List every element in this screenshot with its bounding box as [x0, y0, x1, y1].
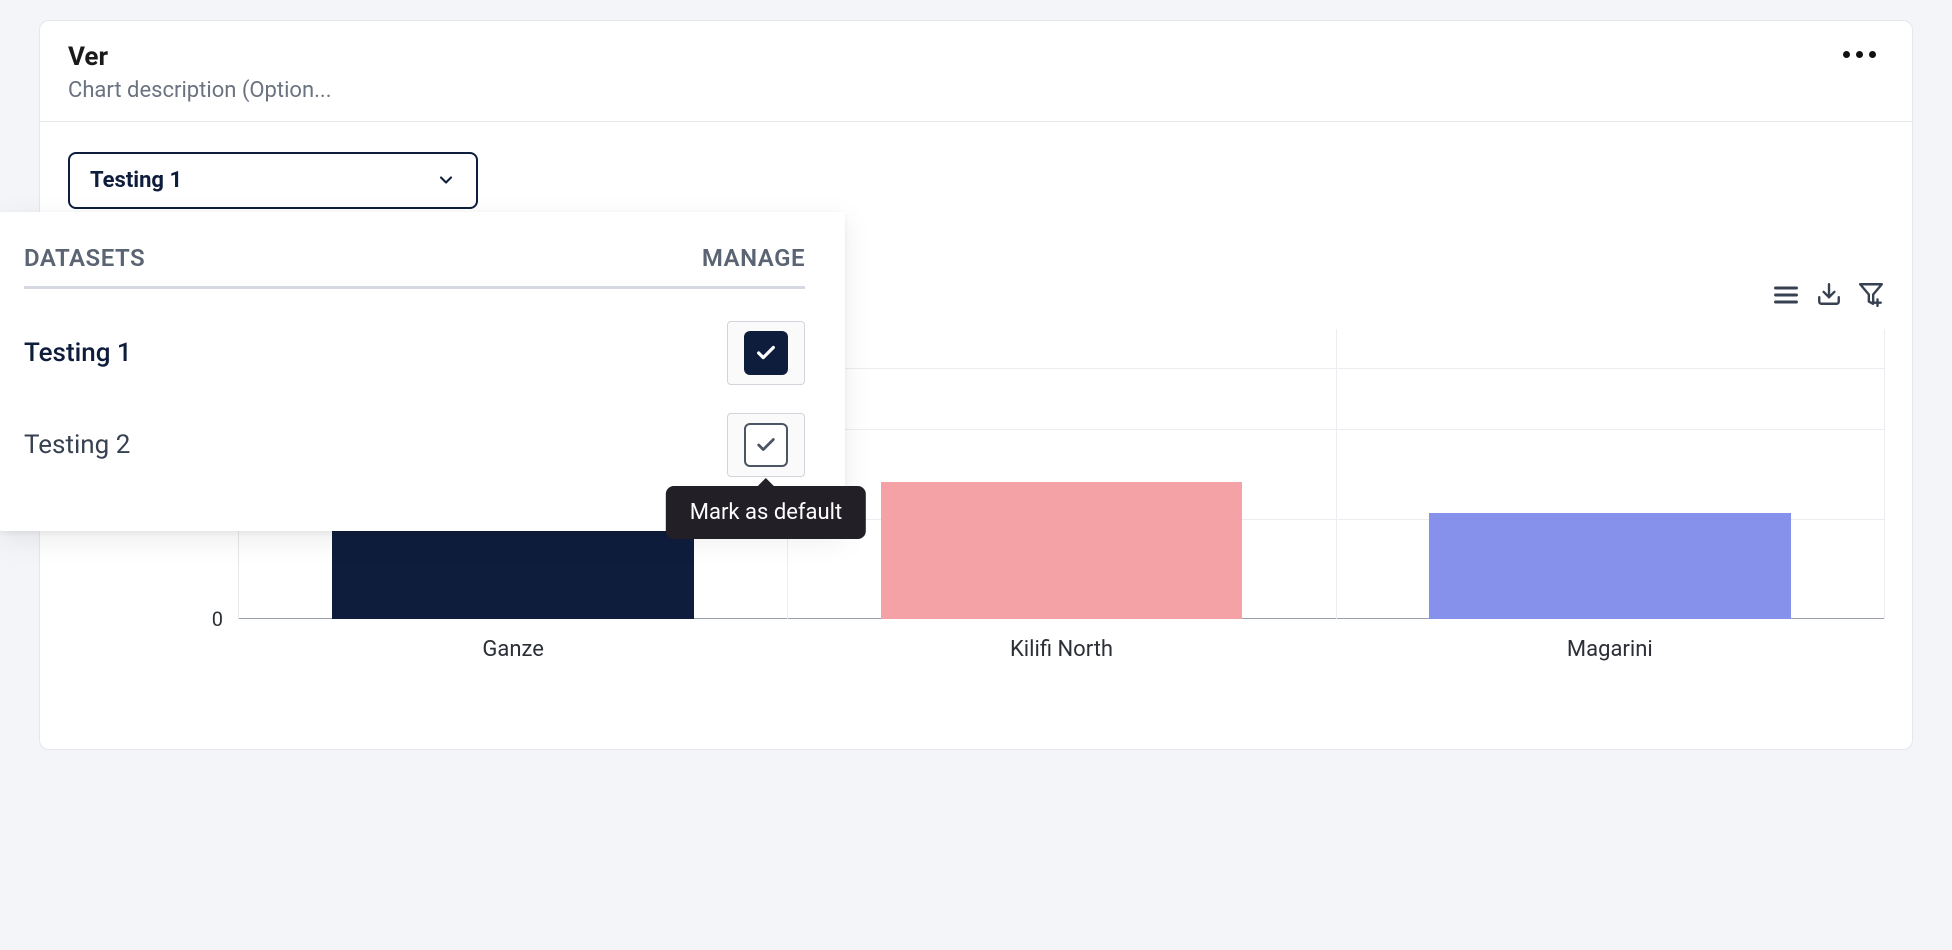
mark-default-tooltip: Mark as default [666, 486, 866, 539]
chevron-down-icon [436, 170, 456, 190]
filter-plus-icon [1858, 281, 1884, 307]
chart-ytick-label: 0 [212, 607, 223, 631]
datasets-popover: DATASETS MANAGE Testing 1 Testing 2 [0, 212, 845, 531]
popover-divider [24, 286, 805, 289]
dataset-row[interactable]: Testing 2 Mark as default [24, 399, 805, 491]
more-icon [1843, 51, 1850, 58]
check-icon [744, 331, 788, 375]
chart-category-divider [1884, 329, 1885, 619]
chart-card: Ver Chart description (Option... Testing… [39, 20, 1913, 750]
card-title: Ver [68, 43, 332, 72]
check-icon [744, 423, 788, 467]
dataset-default-toggle[interactable]: Mark as default [727, 413, 805, 477]
chart-menu-button[interactable] [1772, 281, 1800, 309]
dataset-row-label: Testing 2 [24, 430, 130, 460]
card-body: Testing 1 DATASETS MANAGE Testing 1 [40, 122, 1912, 749]
card-header: Ver Chart description (Option... [40, 21, 1912, 122]
chart-category-label: Ganze [482, 637, 544, 662]
chart-category-label: Magarini [1567, 637, 1653, 662]
chart-filter-button[interactable] [1858, 281, 1884, 309]
chart-bar[interactable] [881, 482, 1243, 619]
dataset-select-label: Testing 1 [90, 168, 182, 193]
card-description: Chart description (Option... [68, 78, 332, 103]
chart-download-button[interactable] [1816, 281, 1842, 309]
datasets-popover-header-left: DATASETS [24, 244, 145, 272]
chart-category-label: Kilifi North [1010, 637, 1113, 662]
hamburger-icon [1772, 281, 1800, 309]
chart-bar[interactable] [1429, 513, 1791, 618]
dataset-row-label: Testing 1 [24, 338, 132, 368]
dataset-default-toggle[interactable] [727, 321, 805, 385]
chart-category-divider [1336, 329, 1337, 619]
dataset-row[interactable]: Testing 1 [24, 307, 805, 399]
card-more-button[interactable] [1835, 43, 1884, 66]
dataset-select[interactable]: Testing 1 [68, 152, 478, 209]
download-icon [1816, 281, 1842, 307]
datasets-popover-header-right[interactable]: MANAGE [702, 244, 805, 272]
chart-toolbar [1772, 281, 1884, 309]
